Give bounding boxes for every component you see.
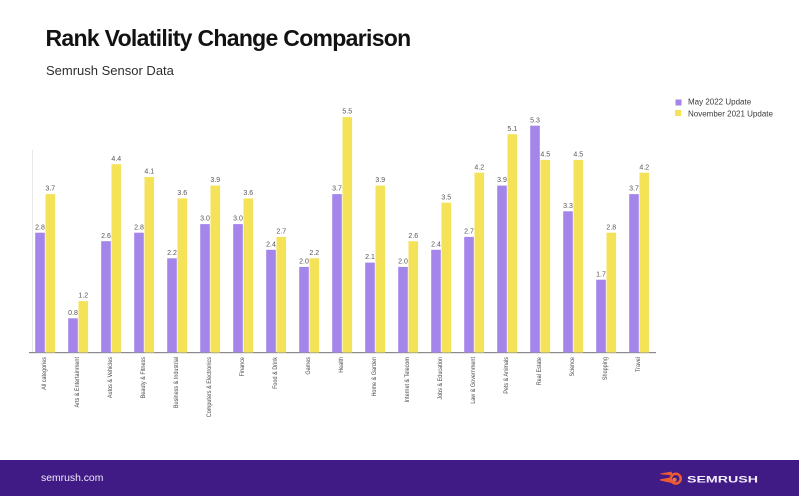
svg-text:Pets & Animals: Pets & Animals [504,357,510,394]
svg-text:2.0: 2.0 [299,259,309,266]
svg-text:Health: Health [339,357,345,373]
svg-text:4.2: 4.2 [474,164,484,171]
svg-text:Jobs & Education: Jobs & Education [438,357,444,400]
svg-text:Travel: Travel [636,357,642,372]
svg-text:Business & Industrial: Business & Industrial [174,357,180,408]
svg-text:5.3: 5.3 [530,117,540,124]
svg-text:Internet & Telecom: Internet & Telecom [405,357,411,403]
svg-text:Arts & Entertainment: Arts & Entertainment [75,357,81,408]
svg-text:Shopping: Shopping [603,357,609,380]
svg-text:3.0: 3.0 [200,216,210,223]
svg-text:May 2022 Update: May 2022 Update [688,97,752,106]
svg-text:3.7: 3.7 [332,186,342,193]
svg-text:4.5: 4.5 [573,152,583,159]
svg-text:2.8: 2.8 [35,224,45,231]
svg-text:All categories: All categories [42,357,48,390]
svg-text:3.9: 3.9 [375,177,385,184]
svg-text:2.2: 2.2 [167,250,177,257]
svg-text:4.2: 4.2 [639,164,649,171]
svg-text:2.7: 2.7 [276,229,286,236]
svg-text:Autos & Vehicles: Autos & Vehicles [108,357,114,398]
svg-text:3.7: 3.7 [45,186,55,193]
svg-text:SEMRUSH: SEMRUSH [687,474,758,485]
svg-text:Home & Garden: Home & Garden [372,357,378,397]
svg-text:2.6: 2.6 [408,233,418,240]
svg-text:2.2: 2.2 [309,250,319,257]
svg-text:2.7: 2.7 [464,229,474,236]
svg-text:5.5: 5.5 [342,109,352,116]
svg-text:2.4: 2.4 [266,241,276,248]
svg-text:Real Estate: Real Estate [537,356,543,385]
svg-text:3.7: 3.7 [629,186,639,193]
svg-text:Science: Science [570,356,576,376]
svg-text:Law & Government: Law & Government [471,357,477,404]
svg-text:November 2021 Update: November 2021 Update [688,109,773,118]
svg-text:4.1: 4.1 [144,169,154,176]
svg-text:2.6: 2.6 [101,233,111,240]
svg-text:2.8: 2.8 [134,224,144,231]
svg-text:2.4: 2.4 [431,241,441,248]
svg-text:3.9: 3.9 [497,177,507,184]
svg-text:Games: Games [306,357,312,375]
svg-text:2.8: 2.8 [606,224,616,231]
svg-text:1.2: 1.2 [78,293,88,300]
svg-text:3.6: 3.6 [177,190,187,197]
svg-text:Beauty & Fitness: Beauty & Fitness [141,357,147,398]
svg-text:4.5: 4.5 [540,152,550,159]
svg-text:5.1: 5.1 [507,126,517,133]
svg-text:3.6: 3.6 [243,190,253,197]
svg-text:3.0: 3.0 [233,216,243,223]
svg-text:Food & Drink: Food & Drink [273,356,279,389]
svg-text:3.9: 3.9 [210,177,220,184]
svg-text:3.5: 3.5 [441,194,451,201]
svg-text:0.8: 0.8 [68,310,78,317]
svg-text:2.1: 2.1 [365,254,375,261]
svg-text:4.4: 4.4 [111,156,121,163]
svg-text:1.7: 1.7 [596,271,606,278]
svg-text:3.3: 3.3 [563,203,573,210]
svg-text:2.0: 2.0 [398,259,408,266]
svg-text:Computers & Electronics: Computers & Electronics [207,357,213,417]
svg-text:Finance: Finance [240,356,246,376]
